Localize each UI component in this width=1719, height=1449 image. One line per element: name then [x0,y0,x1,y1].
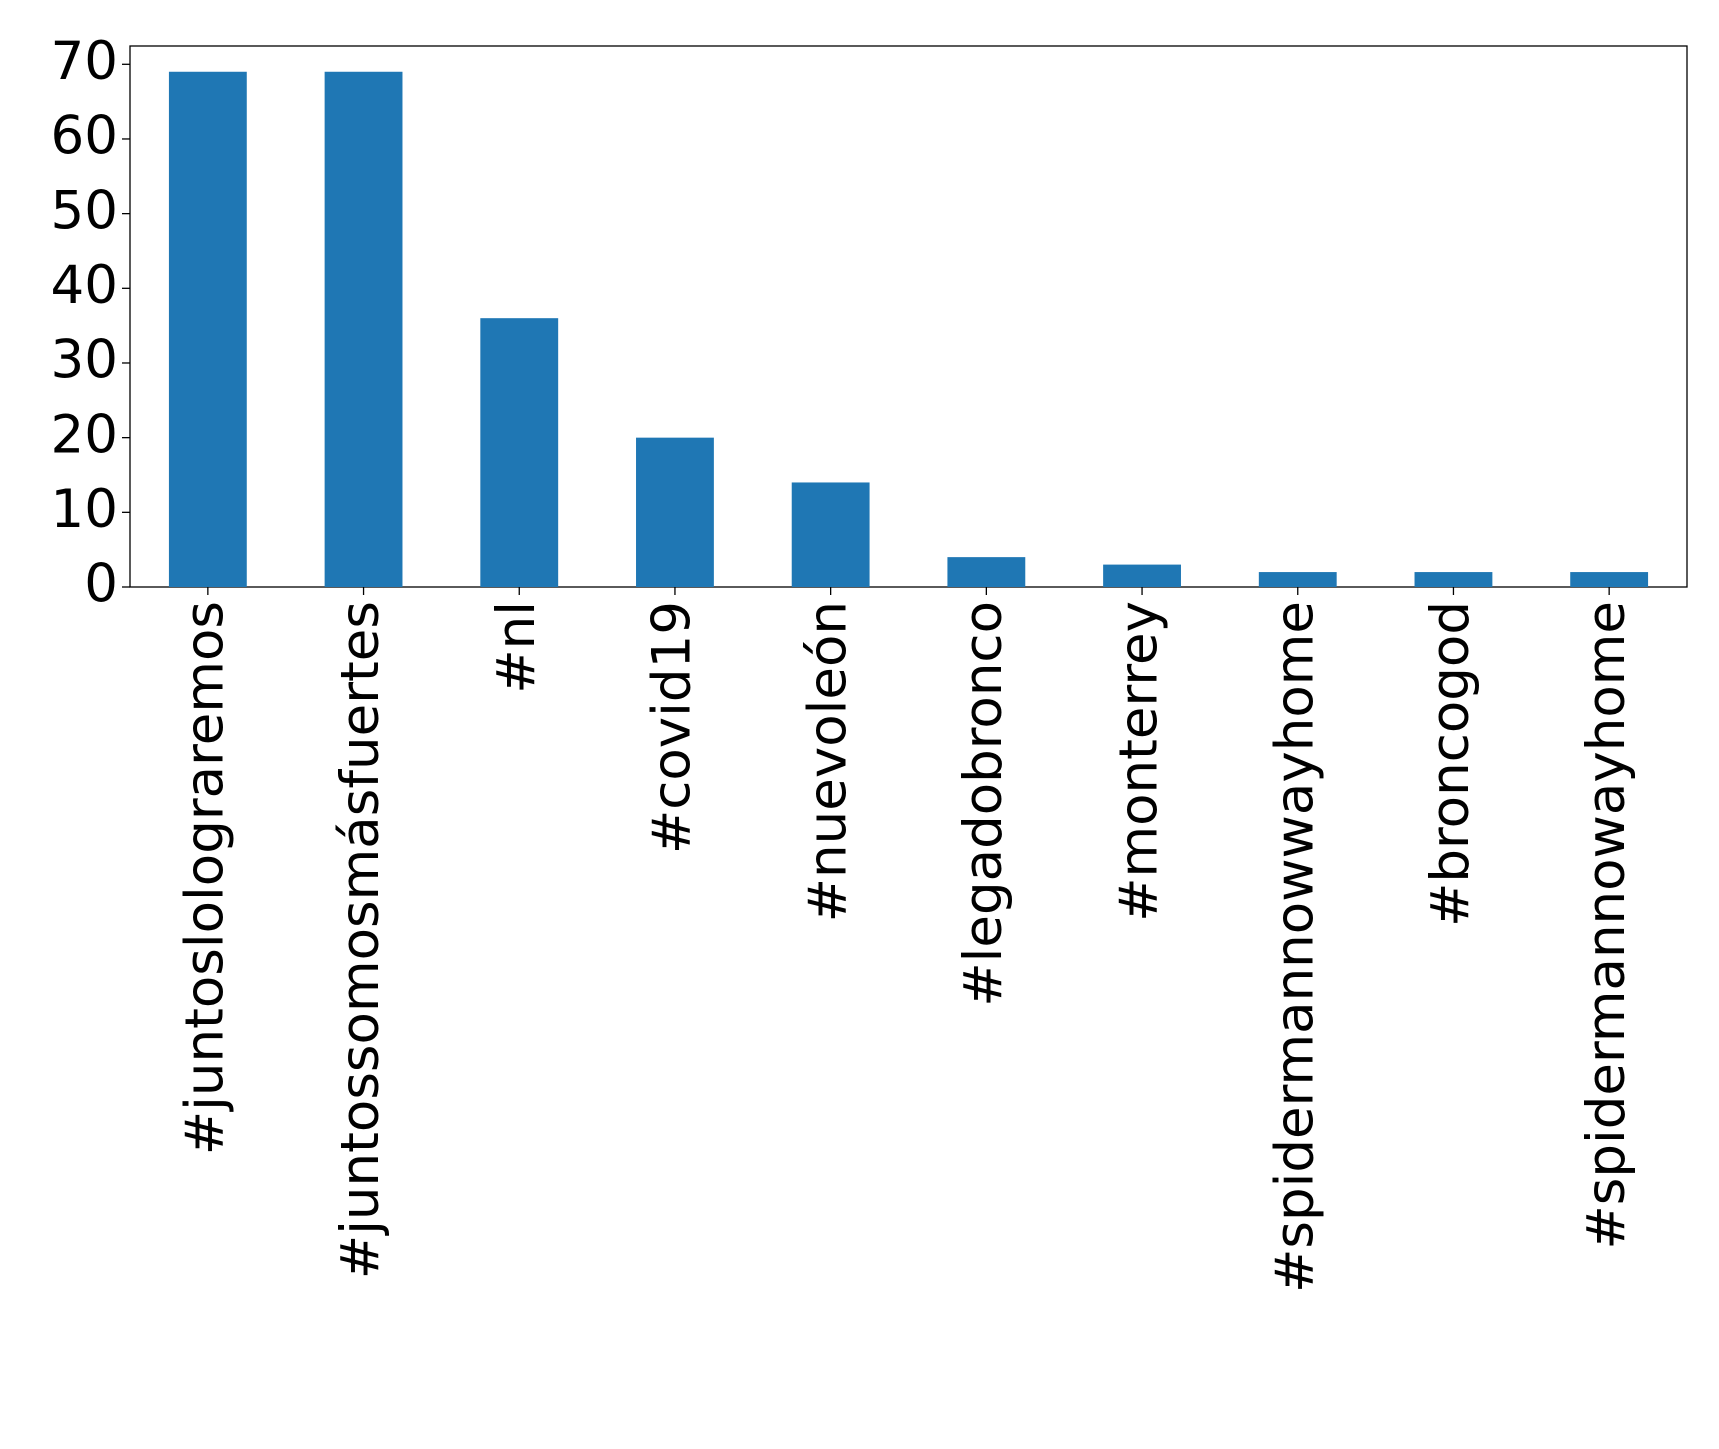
y-tick-label: 40 [51,255,118,316]
y-tick-label: 10 [51,479,118,540]
bar [324,71,403,587]
x-tick-label: #monterrey [1109,601,1170,922]
plot-frame [129,45,1688,588]
x-tick-label: #juntossomosmásfuertes [330,601,391,1279]
x-tick-label: #covid19 [642,601,703,854]
bar [1258,572,1337,587]
y-tick-label: 50 [51,180,118,241]
bar [636,437,714,587]
x-tick-label: #legadobronco [953,601,1014,1007]
x-tick-label: #spidermannowayhome [1576,601,1637,1250]
bar [168,71,247,587]
x-tick-label: #spidermannowwayhome [1264,601,1325,1293]
bar [947,557,1026,587]
bar [1103,564,1181,587]
x-tick-label: #nuevoleón [797,601,858,922]
x-tick-label: #juntoslolograremos [174,601,235,1155]
y-tick-label: 0 [84,554,118,615]
x-tick-label: #broncogod [1420,601,1481,927]
bar [480,318,559,587]
y-tick-label: 70 [51,31,118,92]
y-tick-label: 60 [51,106,118,167]
y-tick-label: 30 [51,330,118,391]
y-tick-label: 20 [51,404,118,465]
x-tick-label: #nl [486,601,547,694]
bar [791,482,870,587]
bar [1570,572,1649,587]
bar [1414,572,1493,587]
